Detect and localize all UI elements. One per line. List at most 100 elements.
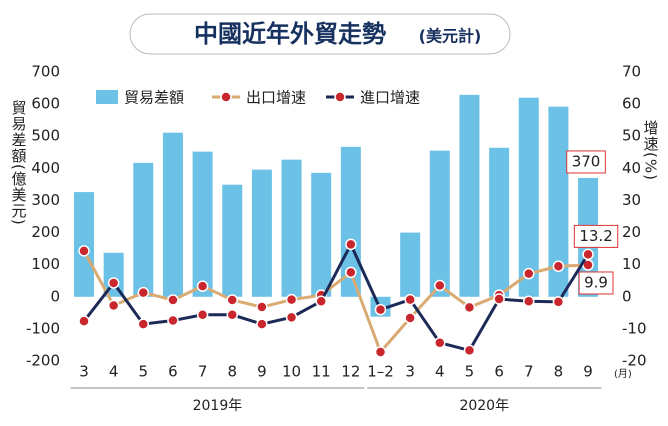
x-tick-label: 12 <box>341 363 360 381</box>
marker <box>552 296 565 308</box>
y-tick-label: -100 <box>26 319 60 337</box>
marker <box>374 346 387 358</box>
x-tick-label: 3 <box>79 363 89 381</box>
x-tick-label: 3 <box>405 363 415 381</box>
group-label: 2020年 <box>459 398 509 414</box>
bar <box>340 146 361 297</box>
bar <box>311 172 332 297</box>
marker <box>78 315 90 327</box>
marker <box>404 293 416 306</box>
y-tick-label: 100 <box>31 255 60 273</box>
y-axis-label: 貿易差額(億美元) <box>10 100 28 226</box>
legend-label: 貿易差額 <box>124 89 184 107</box>
y2-tick-label: 40 <box>622 159 641 177</box>
marker <box>137 286 150 299</box>
marker <box>256 318 268 330</box>
marker <box>434 336 446 349</box>
x-tick-label: 7 <box>198 363 208 381</box>
bar <box>281 159 302 297</box>
x-tick-label: 9 <box>257 363 267 381</box>
marker <box>463 344 476 357</box>
marker <box>315 295 327 308</box>
marker <box>523 295 535 308</box>
y-tick-label: 700 <box>31 63 60 81</box>
bar <box>489 147 510 297</box>
marker <box>345 238 357 251</box>
marker <box>285 311 298 324</box>
group-label: 2019年 <box>193 398 243 414</box>
bar <box>251 169 272 297</box>
y2-tick-label: -20 <box>622 352 647 370</box>
y2-tick-label: 50 <box>622 127 641 145</box>
bar <box>429 150 450 297</box>
marker <box>196 280 209 292</box>
x-tick-label: 4 <box>109 363 119 381</box>
y2-tick-label: 0 <box>622 287 632 305</box>
marker <box>167 294 179 306</box>
x-tick-label: 10 <box>282 363 301 381</box>
marker <box>374 303 387 316</box>
y-tick-label: 200 <box>31 223 60 241</box>
value-label: 13.2 <box>579 227 612 245</box>
bar <box>459 94 480 297</box>
bar <box>548 106 569 297</box>
chart-subtitle: (美元計) <box>419 27 482 46</box>
y-tick-label: -200 <box>26 352 60 370</box>
marker <box>107 299 120 312</box>
x-tick-label: 1–2 <box>367 363 394 381</box>
bar <box>400 232 421 297</box>
marker <box>256 301 268 313</box>
bar <box>192 151 213 297</box>
legend-swatch <box>96 90 118 104</box>
y-tick-label: 500 <box>31 127 60 145</box>
y2-tick-label: -10 <box>622 319 647 337</box>
y2-tick-label: 10 <box>622 255 641 273</box>
marker <box>582 248 594 261</box>
y2-axis-label: 增速(%) <box>642 120 660 181</box>
legend-label: 出口增速 <box>246 89 306 107</box>
y-tick-label: 300 <box>31 191 60 209</box>
marker <box>285 293 298 306</box>
x-tick-label: 5 <box>465 363 475 381</box>
x-tick-label: 6 <box>168 363 178 381</box>
y2-tick-label: 70 <box>622 63 641 81</box>
marker <box>523 267 535 280</box>
marker <box>226 294 238 306</box>
marker <box>552 260 565 273</box>
marker <box>78 245 90 257</box>
x-unit: (月) <box>614 368 632 380</box>
y2-tick-label: 20 <box>622 223 641 241</box>
value-label: 9.9 <box>584 273 608 291</box>
bar <box>133 162 154 297</box>
y-tick-label: 400 <box>31 159 60 177</box>
value-label-box <box>566 150 606 174</box>
marker <box>137 318 150 330</box>
legend-marker <box>334 91 346 103</box>
marker <box>226 309 238 321</box>
x-tick-label: 11 <box>312 363 331 381</box>
marker <box>196 309 209 321</box>
marker <box>434 279 446 292</box>
chart-title: 中國近年外貿走勢 <box>194 20 386 48</box>
y-tick-label: 600 <box>31 95 60 113</box>
value-label-box <box>573 224 619 248</box>
y2-tick-label: 60 <box>622 95 641 113</box>
marker <box>493 293 505 305</box>
marker <box>345 266 357 279</box>
bar <box>74 192 94 297</box>
x-tick-label: 5 <box>139 363 149 381</box>
x-tick-label: 8 <box>554 363 564 381</box>
marker <box>167 314 179 327</box>
value-label-box <box>578 271 614 295</box>
value-label: 370 <box>572 152 601 170</box>
legend-label: 進口增速 <box>360 89 420 107</box>
bar <box>162 132 183 297</box>
x-tick-label: 7 <box>524 363 534 381</box>
x-tick-label: 4 <box>435 363 445 381</box>
x-tick-label: 8 <box>227 363 237 381</box>
marker <box>404 312 416 324</box>
x-tick-label: 9 <box>583 363 593 381</box>
marker <box>107 277 120 289</box>
